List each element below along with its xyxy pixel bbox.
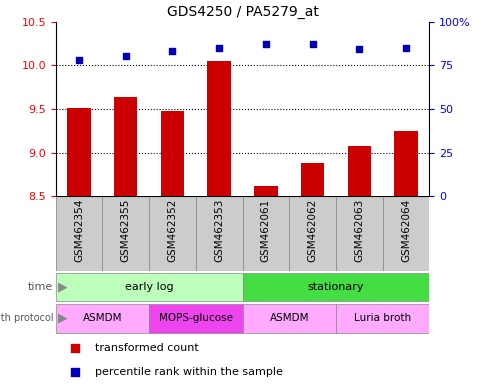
Bar xyxy=(242,304,335,333)
Bar xyxy=(335,304,428,333)
Text: stationary: stationary xyxy=(307,282,363,292)
Text: GSM462061: GSM462061 xyxy=(260,199,270,262)
Point xyxy=(121,53,129,60)
Bar xyxy=(114,97,137,196)
Bar xyxy=(242,196,288,271)
Text: Luria broth: Luria broth xyxy=(353,313,410,323)
Bar xyxy=(56,304,149,333)
Bar xyxy=(335,196,382,271)
Text: MOPS-glucose: MOPS-glucose xyxy=(158,313,232,323)
Bar xyxy=(161,111,184,196)
Text: transformed count: transformed count xyxy=(94,343,198,353)
Bar xyxy=(242,273,428,301)
Text: early log: early log xyxy=(124,282,173,292)
Text: GSM462063: GSM462063 xyxy=(353,199,363,262)
Point xyxy=(168,48,176,54)
Text: GSM462354: GSM462354 xyxy=(74,199,84,262)
Text: GSM462352: GSM462352 xyxy=(167,199,177,262)
Point xyxy=(401,45,409,51)
Point xyxy=(308,41,316,47)
Text: ▶: ▶ xyxy=(58,280,68,293)
Bar xyxy=(393,131,417,196)
Point xyxy=(71,345,79,351)
Bar xyxy=(56,273,242,301)
Point xyxy=(71,369,79,375)
Text: percentile rank within the sample: percentile rank within the sample xyxy=(94,366,282,377)
Point xyxy=(75,57,83,63)
Text: GSM462355: GSM462355 xyxy=(121,199,131,262)
Text: ▶: ▶ xyxy=(58,312,68,325)
Bar xyxy=(149,196,196,271)
Text: GSM462062: GSM462062 xyxy=(307,199,317,262)
Bar xyxy=(56,196,102,271)
Bar xyxy=(347,146,370,196)
Bar xyxy=(67,108,91,196)
Text: time: time xyxy=(28,282,53,292)
Bar xyxy=(207,61,230,196)
Text: growth protocol: growth protocol xyxy=(0,313,53,323)
Title: GDS4250 / PA5279_at: GDS4250 / PA5279_at xyxy=(166,5,318,19)
Bar xyxy=(254,186,277,196)
Text: ASMDM: ASMDM xyxy=(83,313,122,323)
Text: ASMDM: ASMDM xyxy=(269,313,308,323)
Text: GSM462353: GSM462353 xyxy=(214,199,224,262)
Point xyxy=(355,46,363,53)
Bar xyxy=(149,304,242,333)
Bar xyxy=(300,163,323,196)
Bar xyxy=(196,196,242,271)
Bar xyxy=(288,196,335,271)
Bar xyxy=(382,196,428,271)
Text: GSM462064: GSM462064 xyxy=(400,199,410,262)
Point xyxy=(215,45,223,51)
Point xyxy=(261,41,269,47)
Bar xyxy=(102,196,149,271)
